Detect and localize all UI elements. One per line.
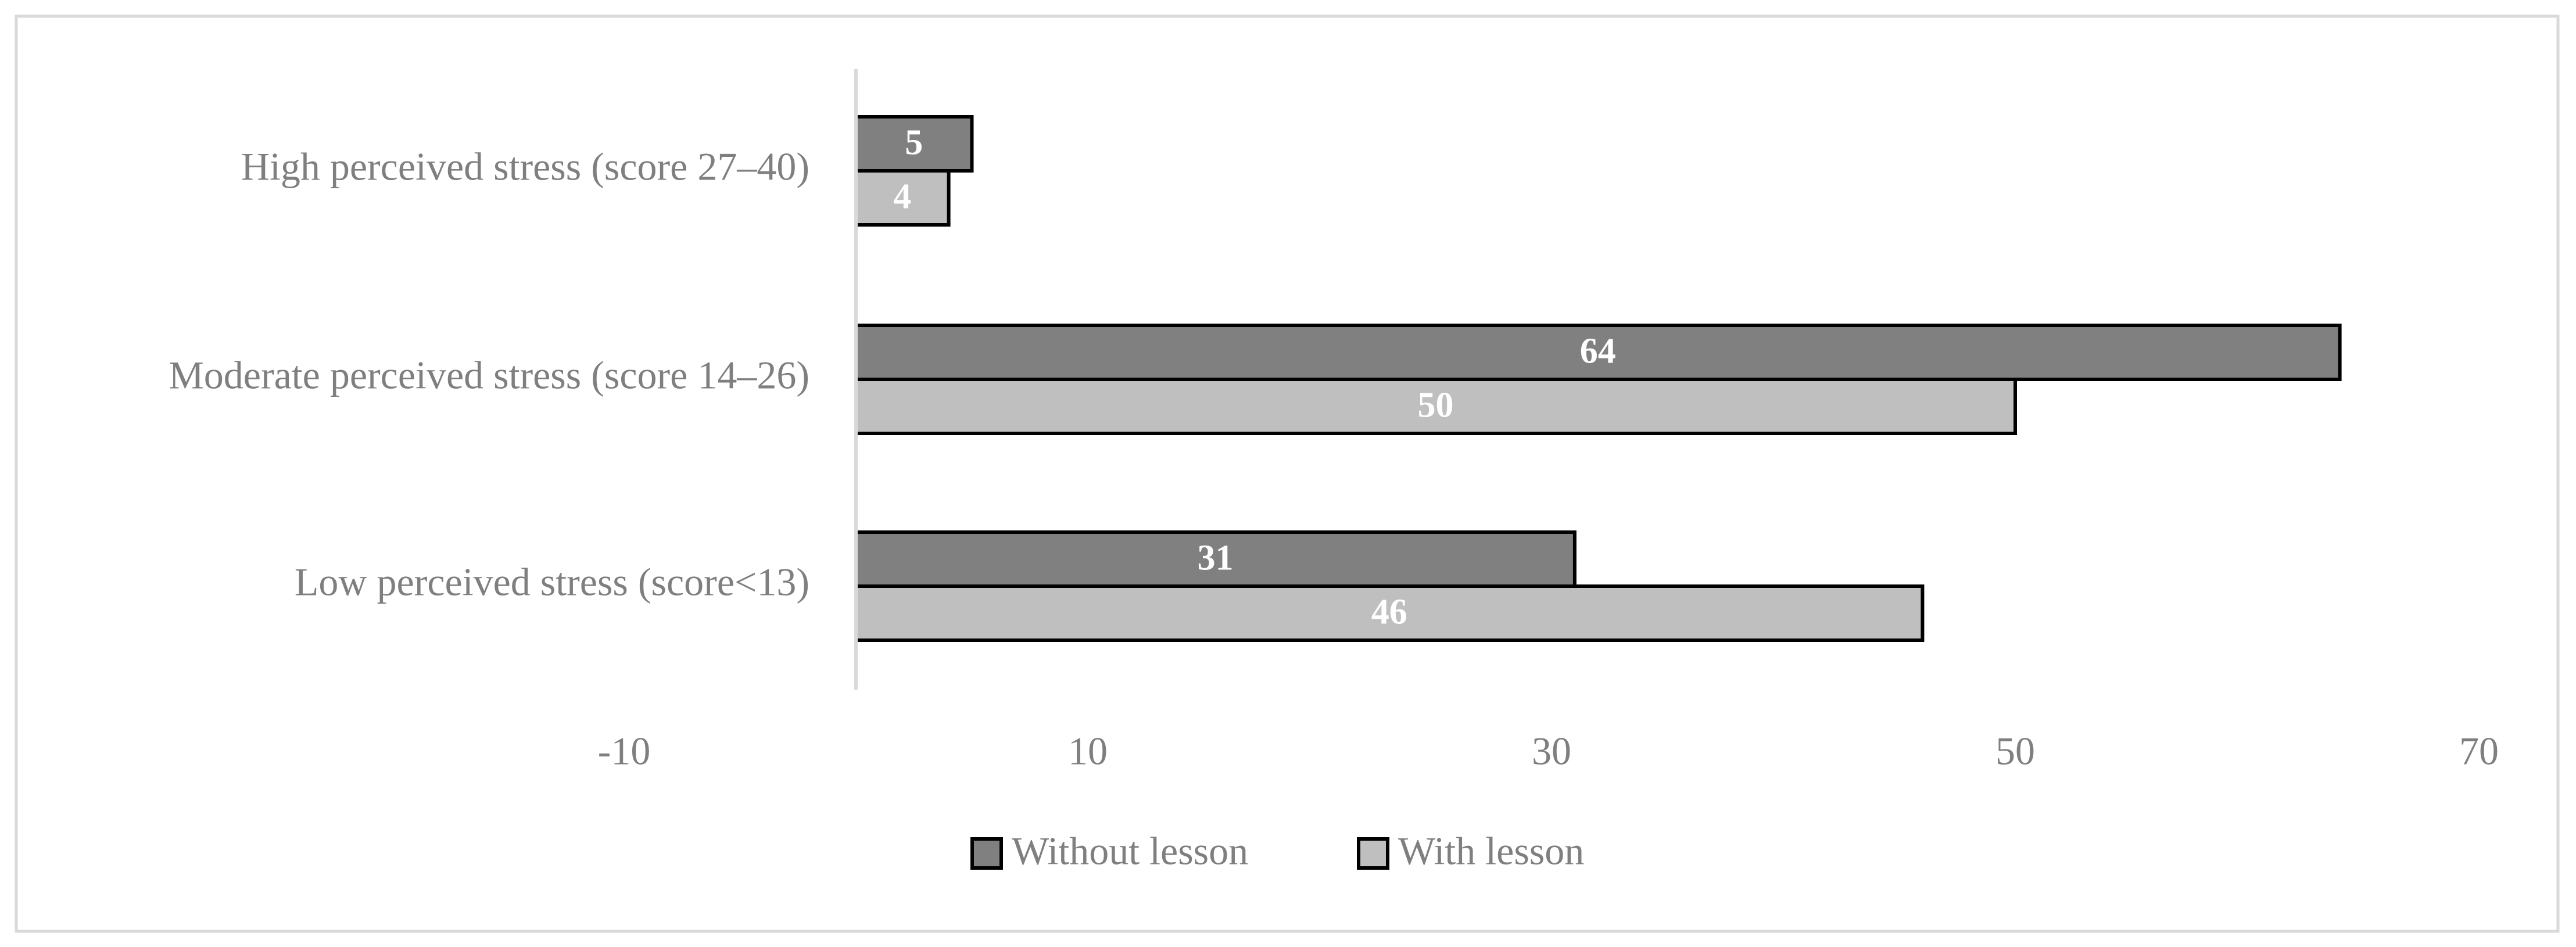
value-label: 50 [1418, 386, 1454, 425]
bar [854, 378, 2017, 435]
value-label: 4 [893, 177, 911, 217]
y-tick-label: High perceived stress (score 27–40) [241, 145, 809, 189]
x-tick-label: 70 [2459, 729, 2499, 773]
bar [854, 169, 951, 227]
legend-swatch [1357, 837, 1389, 870]
x-tick-label: 50 [1995, 729, 2035, 773]
bar [854, 324, 2342, 381]
x-tick-label: 10 [1068, 729, 1108, 773]
legend-label: With lesson [1398, 829, 1584, 873]
legend-swatch [970, 837, 1003, 870]
bar [854, 584, 1925, 642]
value-label: 31 [1197, 539, 1233, 578]
legend-label: Without lesson [1012, 829, 1248, 873]
chart-frame [15, 15, 2560, 933]
value-label: 46 [1371, 593, 1407, 632]
y-tick-label: Low perceived stress (score<13) [295, 560, 809, 604]
value-label: 64 [1580, 332, 1616, 371]
y-tick-label: Moderate perceived stress (score 14–26) [169, 353, 809, 397]
x-tick-label: 30 [1532, 729, 1571, 773]
x-tick-label: -10 [598, 729, 651, 773]
value-label: 5 [905, 123, 923, 163]
